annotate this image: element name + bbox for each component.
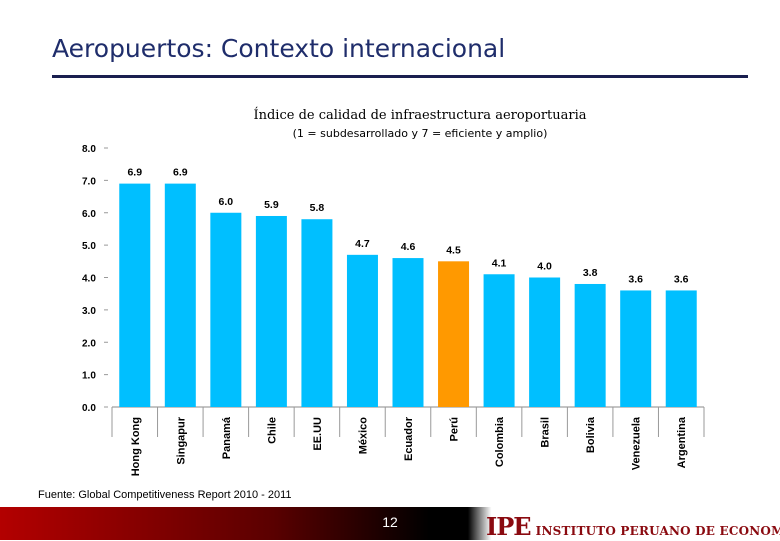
x-tick-label: Venezuela xyxy=(631,416,643,470)
y-tick-label: 2.0 xyxy=(82,338,96,349)
page-number: 12 xyxy=(382,514,398,530)
bar-value-label: 6.9 xyxy=(127,167,142,179)
title-underline xyxy=(52,75,748,78)
bar-value-label: 5.8 xyxy=(310,202,325,214)
bar-value-label: 6.0 xyxy=(219,196,234,208)
bar-chart: 0.0 1.0 2.0 3.0 4.0 5.0 6.0 7.0 8.0 6.9 Hong Kong 6… xyxy=(82,144,705,476)
bar xyxy=(438,261,470,407)
bar xyxy=(210,212,242,407)
bar-value-label: 3.8 xyxy=(583,267,598,279)
bar xyxy=(574,283,606,407)
logo-mark: IPE xyxy=(486,512,532,541)
y-tick-label: 0.0 xyxy=(82,403,96,414)
chart-subtitle: (1 = subdesarrollado y 7 = eficiente y a… xyxy=(292,127,548,140)
bar xyxy=(392,258,424,407)
y-tick-label: 1.0 xyxy=(82,371,96,382)
bar xyxy=(483,274,515,407)
bar xyxy=(529,277,561,407)
slide-title: Aeropuertos: Contexto internacional xyxy=(52,34,506,63)
chart-title: Índice de calidad de infraestructura aer… xyxy=(253,108,587,123)
y-tick-label: 6.0 xyxy=(82,209,96,220)
y-tick-label: 7.0 xyxy=(82,176,96,187)
x-tick-label: Singapur xyxy=(175,416,187,464)
bar-value-label: 4.7 xyxy=(355,238,370,250)
ipe-logo: IPE INSTITUTO PERUANO DE ECONOMÍA xyxy=(486,512,780,541)
x-tick-label: Brasil xyxy=(540,417,552,448)
x-tick-label: Ecuador xyxy=(403,416,415,461)
x-tick-label: Argentina xyxy=(676,416,688,468)
bar xyxy=(164,183,196,407)
bar-value-label: 4.1 xyxy=(492,257,507,269)
y-tick-label: 8.0 xyxy=(82,144,96,155)
bar-value-label: 4.6 xyxy=(401,241,416,253)
x-tick-label: Perú xyxy=(449,417,461,441)
x-tick-label: Bolivia xyxy=(585,416,597,453)
bar-value-label: 6.9 xyxy=(173,167,188,179)
bar xyxy=(346,254,378,407)
bar-value-label: 4.0 xyxy=(537,261,552,273)
bar xyxy=(255,215,287,407)
x-tick-label: Hong Kong xyxy=(130,417,142,476)
x-tick-label: Chile xyxy=(266,417,278,444)
source-note: Fuente: Global Competitiveness Report 20… xyxy=(38,489,292,501)
x-tick-label: Panamá xyxy=(221,416,233,459)
y-tick-label: 4.0 xyxy=(82,274,96,285)
x-tick-label: México xyxy=(357,417,369,455)
bar-value-label: 5.9 xyxy=(264,199,279,211)
x-tick-label: EE.UU xyxy=(312,417,324,451)
bar xyxy=(665,290,697,407)
bar xyxy=(119,183,151,407)
bar-value-label: 4.5 xyxy=(446,244,461,256)
bar-value-label: 3.6 xyxy=(674,273,689,285)
bar xyxy=(620,290,652,407)
x-tick-label: Colombia xyxy=(494,416,506,467)
bar-value-label: 3.6 xyxy=(628,273,643,285)
bar xyxy=(301,219,333,407)
y-tick-label: 5.0 xyxy=(82,241,96,252)
y-tick-label: 3.0 xyxy=(82,306,96,317)
footer-bar xyxy=(0,507,780,540)
logo-text: INSTITUTO PERUANO DE ECONOMÍA xyxy=(535,524,780,538)
